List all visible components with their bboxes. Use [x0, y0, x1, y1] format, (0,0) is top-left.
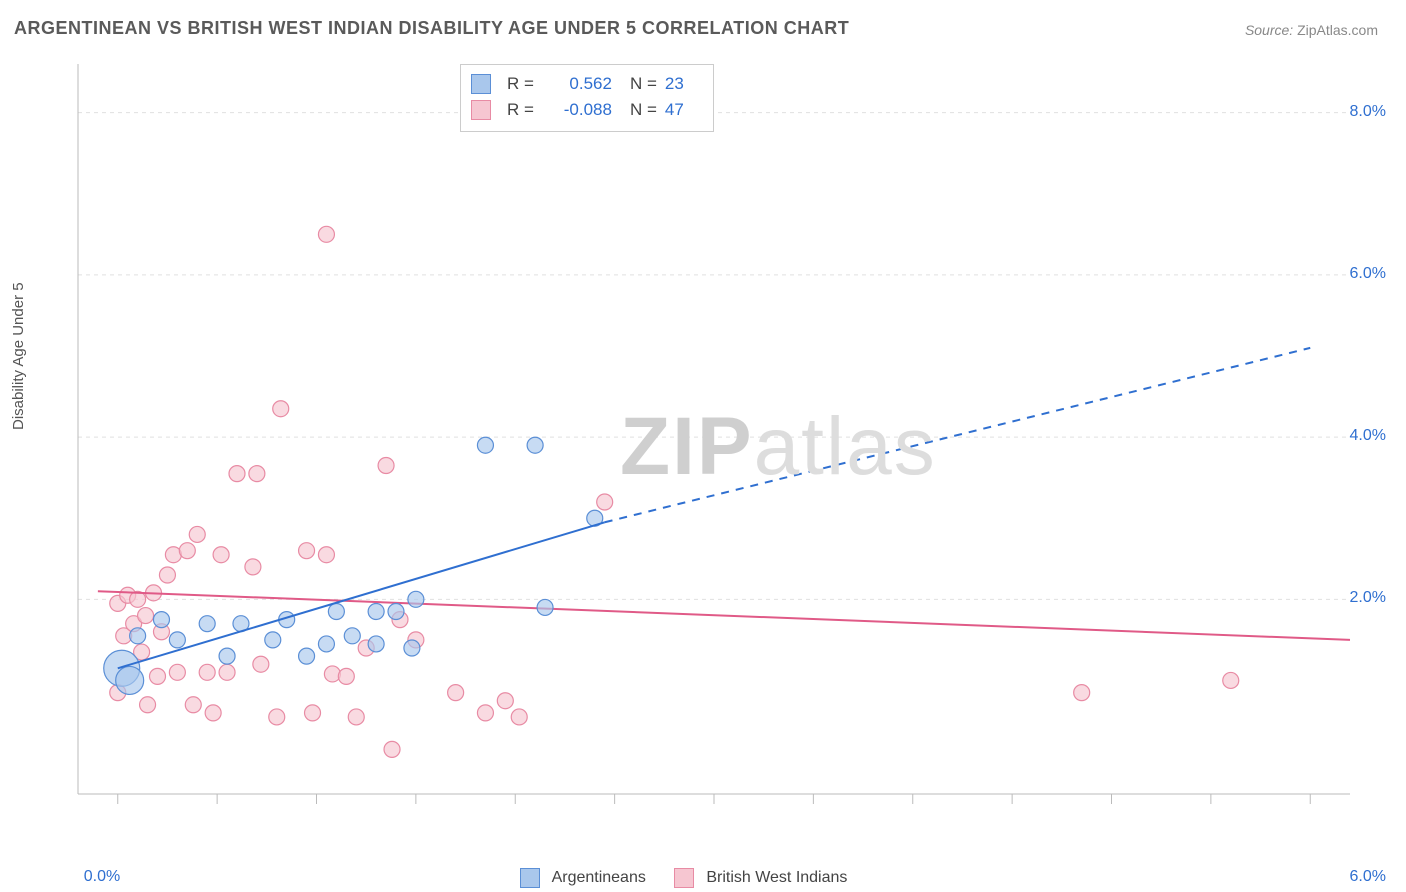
legend-r-label-0: R =	[507, 71, 534, 97]
chart-title: ARGENTINEAN VS BRITISH WEST INDIAN DISAB…	[14, 18, 849, 39]
watermark: ZIPatlas	[620, 400, 937, 494]
legend-swatch-1	[471, 100, 491, 120]
y-tick-label: 2.0%	[1350, 589, 1386, 607]
watermark-prefix: ZIP	[620, 401, 754, 492]
x-tick-label: 6.0%	[1350, 868, 1386, 886]
x-tick-label: 0.0%	[84, 868, 120, 886]
series-legend-item-1: British West Indians	[674, 868, 848, 888]
source-label: Source:	[1245, 22, 1293, 38]
series-legend: Argentineans British West Indians	[520, 868, 847, 888]
correlation-legend: R = 0.562 N = 23 R = -0.088 N = 47	[460, 64, 714, 132]
y-tick-label: 8.0%	[1350, 103, 1386, 121]
series-name-1: British West Indians	[706, 869, 847, 886]
y-tick-label: 6.0%	[1350, 265, 1386, 283]
source-credit: Source: ZipAtlas.com	[1245, 22, 1378, 38]
series-legend-item-0: Argentineans	[520, 868, 646, 888]
watermark-suffix: atlas	[754, 401, 937, 492]
series-swatch-0	[520, 868, 540, 888]
legend-r-value-1: -0.088	[542, 97, 612, 123]
source-value: ZipAtlas.com	[1297, 22, 1378, 38]
legend-n-value-1: 47	[665, 97, 699, 123]
legend-r-value-0: 0.562	[542, 71, 612, 97]
series-name-0: Argentineans	[552, 869, 646, 886]
legend-swatch-0	[471, 74, 491, 94]
legend-n-label-1: N =	[630, 97, 657, 123]
series-swatch-1	[674, 868, 694, 888]
legend-row-series-0: R = 0.562 N = 23	[471, 71, 699, 97]
y-axis-label: Disability Age Under 5	[10, 282, 27, 430]
legend-n-value-0: 23	[665, 71, 699, 97]
legend-n-label-0: N =	[630, 71, 657, 97]
y-tick-label: 4.0%	[1350, 427, 1386, 445]
legend-r-label-1: R =	[507, 97, 534, 123]
legend-row-series-1: R = -0.088 N = 47	[471, 97, 699, 123]
